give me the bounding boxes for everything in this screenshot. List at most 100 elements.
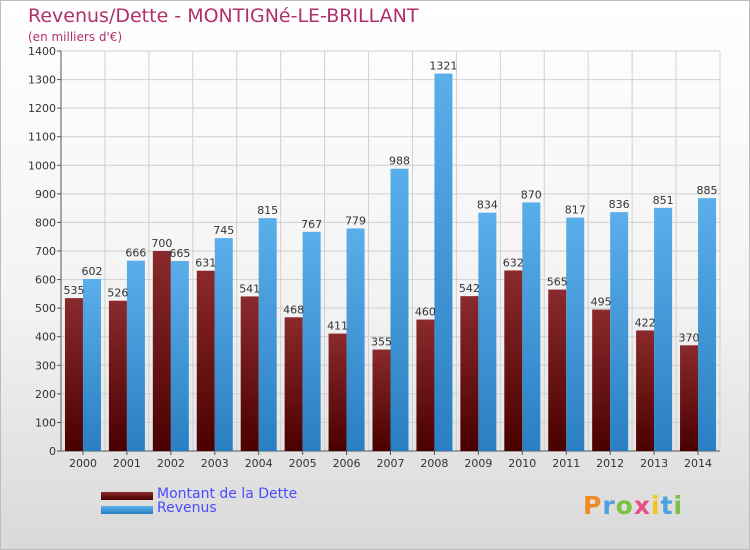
bar-revenus: [522, 202, 541, 451]
data-label-revenus: 666: [125, 247, 146, 260]
y-tick-label: 700: [35, 245, 56, 258]
bar-dette: [284, 317, 303, 451]
data-label-dette: 526: [107, 287, 128, 300]
data-label-revenus: 665: [169, 247, 190, 260]
data-label-dette: 411: [327, 320, 348, 333]
data-label-revenus: 817: [565, 204, 586, 217]
data-label-revenus: 767: [301, 218, 322, 231]
y-tick-label: 1000: [28, 159, 56, 172]
data-label-revenus: 988: [389, 155, 410, 168]
y-tick-label: 800: [35, 216, 56, 229]
data-label-revenus: 885: [697, 184, 718, 197]
data-label-dette: 542: [459, 282, 480, 295]
bar-revenus: [478, 212, 497, 451]
y-tick-label: 0: [49, 445, 56, 458]
data-label-dette: 460: [415, 306, 436, 319]
data-label-dette: 468: [283, 303, 304, 316]
bar-dette: [504, 270, 523, 451]
x-tick-label: 2006: [333, 457, 361, 470]
chart-subtitle: (en milliers d'€): [28, 30, 123, 44]
legend-label-revenus: Revenus: [157, 500, 217, 516]
bar-dette: [416, 319, 435, 451]
data-label-revenus: 602: [81, 265, 102, 278]
logo-letter: x: [633, 491, 651, 520]
y-tick-label: 400: [35, 331, 56, 344]
x-tick-label: 2004: [245, 457, 273, 470]
logo-letter: t: [660, 491, 674, 520]
bar-dette: [152, 251, 171, 451]
bar-revenus: [126, 260, 145, 451]
x-tick-label: 2001: [113, 457, 141, 470]
data-label-dette: 541: [239, 282, 260, 295]
logo-letter: P: [583, 491, 603, 520]
x-tick-label: 2013: [640, 457, 668, 470]
x-tick-label: 2011: [552, 457, 580, 470]
data-label-dette: 700: [151, 237, 172, 250]
bar-dette: [460, 296, 479, 451]
x-tick-label: 2010: [508, 457, 536, 470]
y-tick-label: 600: [35, 274, 56, 287]
y-tick-label: 300: [35, 359, 56, 372]
data-label-revenus: 870: [521, 188, 542, 201]
bar-revenus: [82, 279, 101, 451]
y-tick-label: 1300: [28, 74, 56, 87]
data-label-dette: 422: [635, 316, 656, 329]
bar-revenus: [170, 261, 189, 451]
x-tick-label: 2009: [464, 457, 492, 470]
data-label-revenus: 834: [477, 199, 498, 212]
bar-dette: [592, 309, 611, 451]
data-label-dette: 565: [547, 276, 568, 289]
bar-revenus: [346, 228, 365, 451]
bar-revenus: [390, 168, 409, 451]
chart-title: Revenus/Dette - MONTIGNé-LE-BRILLANT: [28, 5, 419, 27]
x-tick-label: 2002: [157, 457, 185, 470]
bar-dette: [636, 330, 655, 451]
data-label-revenus: 1321: [429, 60, 457, 73]
y-tick-label: 500: [35, 302, 56, 315]
bar-revenus: [566, 217, 585, 451]
data-label-dette: 495: [591, 296, 612, 309]
data-label-dette: 632: [503, 256, 524, 269]
y-tick-label: 900: [35, 188, 56, 201]
data-label-revenus: 779: [345, 214, 366, 227]
bar-revenus: [214, 238, 233, 451]
bar-revenus: [610, 212, 629, 451]
data-label-dette: 535: [63, 284, 84, 297]
bar-revenus: [258, 218, 277, 451]
bar-dette: [64, 298, 83, 451]
data-label-revenus: 851: [653, 194, 674, 207]
x-tick-label: 2007: [377, 457, 405, 470]
legend-swatch-revenus: [101, 506, 153, 514]
bar-dette: [548, 289, 567, 451]
x-tick-label: 2008: [420, 457, 448, 470]
data-label-dette: 370: [679, 331, 700, 344]
data-label-revenus: 815: [257, 204, 278, 217]
x-tick-label: 2005: [289, 457, 317, 470]
bar-dette: [196, 270, 215, 451]
y-tick-label: 1400: [28, 45, 56, 58]
logo-letter: i: [651, 491, 661, 520]
x-tick-label: 2014: [684, 457, 712, 470]
data-label-dette: 355: [371, 336, 392, 349]
x-tick-label: 2000: [69, 457, 97, 470]
data-label-revenus: 836: [609, 198, 630, 211]
logo-letter: i: [673, 491, 684, 520]
bar-revenus: [434, 73, 453, 452]
data-label-revenus: 745: [213, 224, 234, 237]
bar-dette: [680, 345, 699, 451]
bar-revenus: [698, 198, 717, 451]
legend-swatch-dette: [101, 492, 153, 500]
y-tick-label: 100: [35, 416, 56, 429]
bars: [64, 73, 717, 452]
logo-letter: o: [615, 491, 634, 520]
logo-letter: r: [602, 491, 616, 520]
proxiti-logo: Proxiti: [583, 491, 683, 520]
bar-dette: [240, 296, 259, 451]
y-tick-label: 1100: [28, 131, 56, 144]
bar-dette: [108, 300, 127, 451]
legend-label-dette: Montant de la Dette: [157, 486, 298, 502]
bar-revenus: [302, 231, 321, 451]
